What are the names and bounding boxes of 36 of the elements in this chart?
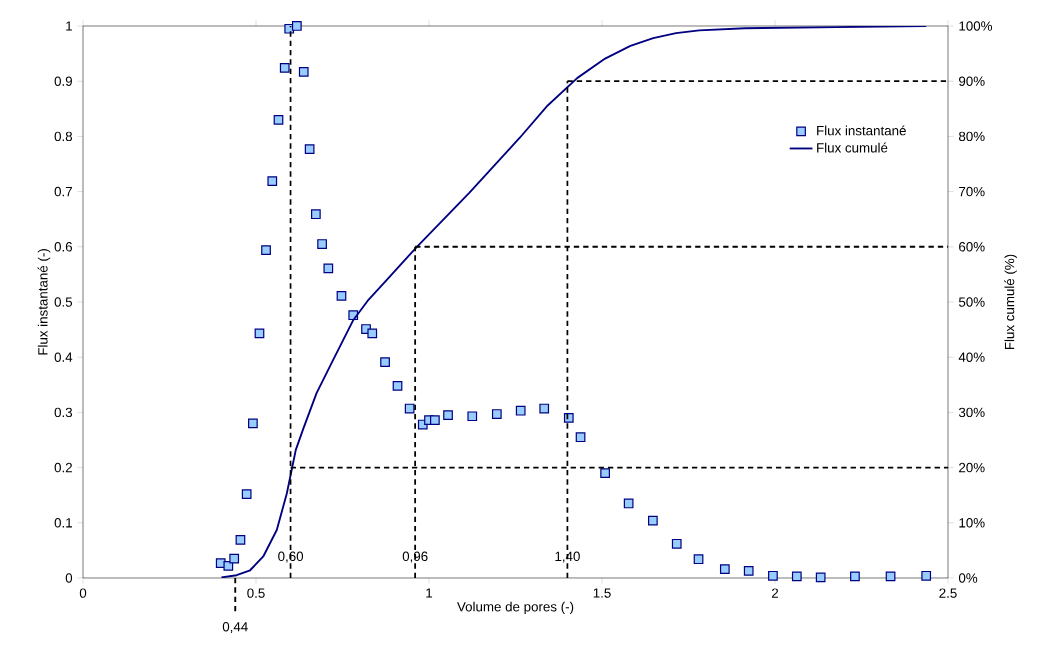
y-tick-label: 0.8 — [54, 131, 73, 142]
x-tick-label: 0 — [79, 588, 87, 598]
y2-tick-label: 0% — [958, 573, 978, 583]
y2-tick-label: 50% — [958, 297, 985, 307]
x-tick-label: 2 — [771, 588, 779, 598]
y2-tick-label: 40% — [958, 352, 985, 362]
annotation: 0,44 — [222, 622, 248, 634]
y-tick-label: 0.3 — [54, 407, 73, 418]
y2-tick-label: 100% — [959, 21, 993, 31]
x-tick-label: 1 — [426, 588, 433, 598]
y2-tick-label: 70% — [959, 186, 985, 197]
y-tick-label: 0.5 — [54, 297, 73, 307]
y-tick-label: 0.2 — [54, 462, 72, 473]
y-axis-title: Flux instantané (-) — [37, 249, 51, 355]
y2-tick-label: 60% — [959, 242, 985, 252]
legend-label: Flux cumulé — [817, 142, 888, 153]
y-tick-label: 0.4 — [54, 352, 73, 362]
x-tick-label: 2.5 — [939, 588, 957, 598]
y2-tick-label: 30% — [958, 407, 985, 418]
legend-label: Flux instantané — [817, 125, 906, 136]
y2-tick-label: 10% — [959, 518, 985, 528]
annotation: 0,96 — [402, 551, 428, 563]
x-tick-label: 0.5 — [247, 588, 265, 598]
y-tick-label: 0.1 — [54, 518, 72, 528]
x-axis-title: Volume de pores (-) — [457, 601, 574, 615]
y2-tick-label: 20% — [959, 462, 985, 473]
x-tick-label: 1.5 — [593, 588, 611, 598]
y2-axis-title: Flux cumulé (%) — [1004, 254, 1017, 350]
y-tick-label: 0.6 — [54, 242, 73, 252]
y-tick-label: 0.9 — [54, 76, 72, 86]
y2-tick-label: 90% — [959, 76, 985, 86]
annotation: 1,40 — [555, 551, 580, 563]
y-tick-label: 0.7 — [54, 186, 72, 197]
y-tick-label: 1 — [66, 21, 72, 31]
y2-tick-label: 80% — [958, 131, 985, 142]
y-tick-label: 0 — [65, 573, 73, 583]
